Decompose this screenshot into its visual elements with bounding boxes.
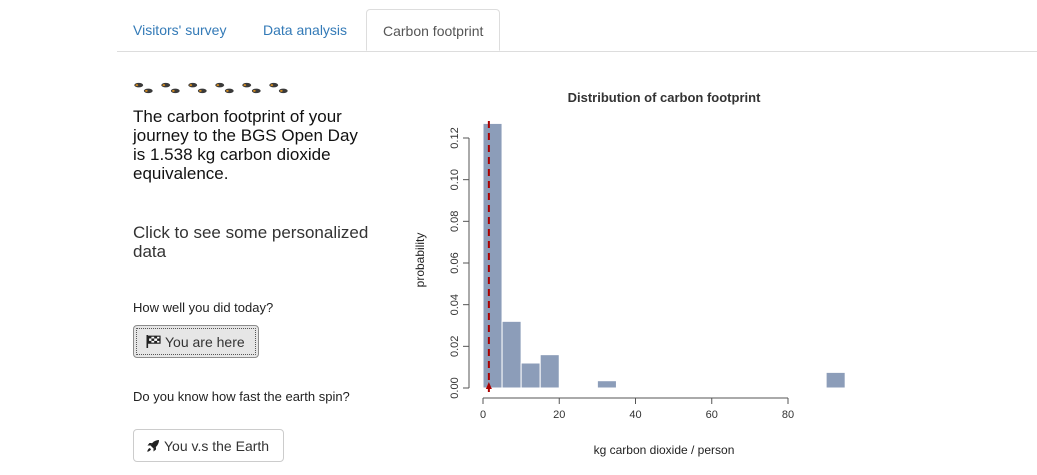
y-tick-label: 0.10	[449, 169, 461, 190]
y-tick-label: 0.04	[449, 294, 461, 315]
y-tick-label: 0.12	[449, 127, 461, 148]
checkered-flag-icon	[146, 335, 161, 348]
tab-data-analysis[interactable]: Data analysis	[263, 22, 348, 38]
x-tick-label: 80	[782, 409, 794, 421]
you-are-here-button[interactable]: You are here	[133, 325, 259, 358]
y-tick-label: 0.00	[449, 377, 461, 398]
footprints-icon	[269, 82, 288, 94]
footprint-result-text: The carbon footprint of your journey to …	[133, 107, 358, 183]
footprints-row	[133, 78, 373, 98]
footprints-icon	[188, 82, 207, 94]
x-tick-label: 40	[629, 409, 641, 421]
histogram-bars	[482, 122, 846, 389]
question-earth-spin: Do you know how fast the earth spin?	[133, 389, 350, 404]
you-vs-earth-button[interactable]: You v.s the Earth	[133, 429, 284, 462]
x-tick-label: 60	[706, 409, 718, 421]
y-tick-label: 0.02	[449, 336, 461, 357]
marker-arrow	[485, 382, 492, 389]
x-tick-label: 0	[480, 409, 486, 421]
histogram-bar	[482, 122, 503, 389]
click-prompt: Click to see some personalized data	[133, 223, 369, 261]
tab-carbon-footprint[interactable]: Carbon footprint	[366, 9, 501, 51]
histogram-bar	[520, 362, 541, 389]
chart-title: Distribution of carbon footprint	[568, 90, 761, 105]
you-are-here-label: You are here	[165, 333, 245, 350]
footprints-icon	[215, 82, 234, 94]
tab-visitors-survey[interactable]: Visitors' survey	[133, 22, 227, 38]
rocket-icon	[146, 439, 160, 453]
footprints-icon	[161, 82, 180, 94]
x-axis-label: kg carbon dioxide / person	[594, 443, 735, 457]
histogram-bar	[539, 354, 560, 389]
x-axis: 0 20 40 60 80	[480, 397, 794, 421]
footprints-icon	[134, 82, 153, 94]
your-footprint-marker	[485, 121, 492, 392]
y-axis-label: probability	[413, 233, 427, 288]
y-tick-label: 0.06	[449, 252, 461, 273]
question-how-well: How well you did today?	[133, 300, 274, 315]
histogram-bar	[501, 320, 522, 389]
x-tick-label: 20	[553, 409, 565, 421]
carbon-footprint-histogram: Distribution of carbon footprint 0.000.0…	[413, 90, 846, 457]
y-axis: 0.00 0.02 0.04 0.06 0.08 0.10 0.12	[449, 127, 470, 399]
histogram-bar	[596, 380, 617, 389]
footprints-icon	[242, 82, 261, 94]
y-tick-label: 0.08	[449, 211, 461, 232]
footprint-panel: The carbon footprint of your journey to …	[133, 78, 373, 462]
histogram-bar	[825, 371, 846, 389]
tab-bar: Visitors' survey Data analysis Carbon fo…	[117, 9, 1037, 52]
you-vs-earth-label: You v.s the Earth	[164, 437, 270, 454]
